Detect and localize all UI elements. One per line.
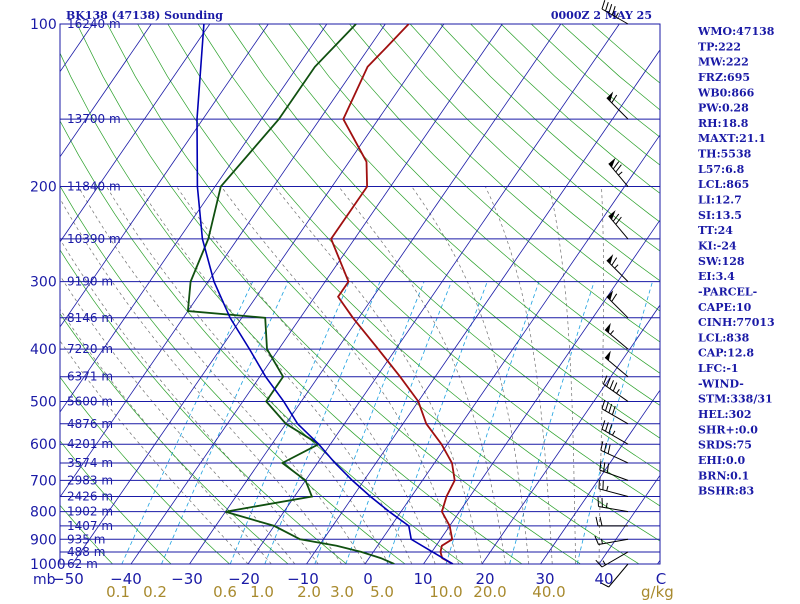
index-26: SHR+:0.0 bbox=[698, 423, 758, 436]
index-0: WMO:47138 bbox=[697, 25, 775, 38]
height-label-3: 10390 m bbox=[67, 232, 121, 246]
index-9: L57:6.8 bbox=[698, 163, 745, 176]
index-3: FRZ:695 bbox=[698, 71, 750, 84]
index-2: MW:222 bbox=[698, 56, 749, 69]
sounding-time: 0000Z 2 MAY 25 bbox=[551, 9, 652, 22]
mixing-label-4: 2.0 bbox=[297, 583, 321, 600]
pressure-label-500: 500 bbox=[30, 394, 57, 410]
index-28: EHI:0.0 bbox=[698, 454, 745, 467]
mixing-label-8: 20.0 bbox=[473, 583, 506, 600]
pressure-label-600: 600 bbox=[30, 437, 57, 453]
mixing-label-9: 40.0 bbox=[532, 583, 565, 600]
mixing-label-7: 10.0 bbox=[429, 583, 462, 600]
pressure-label-900: 900 bbox=[30, 532, 57, 548]
wind-barb-full bbox=[598, 497, 599, 506]
height-label-9: 4876 m bbox=[67, 417, 113, 431]
index-6: RH:18.8 bbox=[698, 117, 749, 130]
index-24: STM:338/31 bbox=[698, 393, 773, 406]
height-label-13: 2426 m bbox=[67, 490, 113, 504]
height-label-18: 62 m bbox=[67, 557, 98, 571]
index-13: TT:24 bbox=[698, 224, 733, 237]
mixing-label-1: 0.2 bbox=[143, 583, 167, 600]
height-label-4: 9190 m bbox=[67, 275, 113, 289]
index-14: KI:-24 bbox=[698, 239, 737, 252]
height-label-5: 8146 m bbox=[67, 311, 113, 325]
index-5: PW:0.28 bbox=[698, 102, 749, 115]
height-label-2: 11840 m bbox=[67, 180, 121, 194]
index-21: CAP:12.8 bbox=[698, 347, 754, 360]
index-15: SW:128 bbox=[698, 255, 745, 268]
mixing-label-6: 5.0 bbox=[370, 583, 394, 600]
height-label-14: 1902 m bbox=[67, 505, 113, 519]
temperature-label-9: 40 bbox=[594, 570, 613, 588]
pressure-label-200: 200 bbox=[30, 180, 57, 196]
index-11: LI:12.7 bbox=[698, 194, 742, 207]
height-label-11: 3574 m bbox=[67, 456, 113, 470]
height-label-10: 4201 m bbox=[67, 437, 113, 451]
height-label-7: 6371 m bbox=[67, 370, 113, 384]
height-label-6: 7220 m bbox=[67, 342, 113, 356]
index-18: CAPE:10 bbox=[698, 301, 752, 314]
height-label-1: 13700 m bbox=[67, 112, 121, 126]
height-label-12: 2983 m bbox=[67, 473, 113, 487]
temperature-label-0: −50 bbox=[52, 570, 84, 588]
index-20: LCL:838 bbox=[698, 331, 750, 344]
index-29: BRN:0.1 bbox=[698, 469, 749, 482]
index-25: HEL:302 bbox=[698, 408, 752, 421]
index-8: TH:5538 bbox=[698, 148, 752, 161]
mixing-label-5: 3.0 bbox=[330, 583, 354, 600]
index-10: LCL:865 bbox=[698, 178, 749, 191]
height-label-8: 5600 m bbox=[67, 394, 113, 408]
height-label-15: 1407 m bbox=[67, 519, 113, 533]
index-16: EI:3.4 bbox=[698, 270, 735, 283]
index-1: TP:222 bbox=[698, 40, 741, 53]
index-12: SI:13.5 bbox=[698, 209, 742, 222]
pressure-label-800: 800 bbox=[30, 505, 57, 521]
height-label-0: 16240 m bbox=[67, 17, 121, 31]
index-30: BSHR:83 bbox=[698, 485, 754, 498]
mixing-label-2: 0.6 bbox=[213, 583, 237, 600]
index-19: CINH:77013 bbox=[698, 316, 775, 329]
index-17: -PARCEL- bbox=[698, 285, 757, 298]
mixing-label-3: 1.0 bbox=[250, 583, 274, 600]
temperature-label-2: −30 bbox=[171, 570, 203, 588]
index-27: SRDS:75 bbox=[698, 439, 752, 452]
pressure-label-400: 400 bbox=[30, 342, 57, 358]
pressure-label-100: 100 bbox=[30, 17, 57, 33]
index-4: WB0:866 bbox=[697, 86, 755, 99]
mixing-label-0: 0.1 bbox=[106, 583, 130, 600]
pressure-label-700: 700 bbox=[30, 473, 57, 489]
index-22: LFC:-1 bbox=[698, 362, 739, 375]
pressure-unit-label: mb bbox=[33, 572, 56, 588]
mixing-unit-label: g/kg bbox=[641, 583, 674, 600]
pressure-label-300: 300 bbox=[30, 275, 57, 291]
index-23: -WIND- bbox=[698, 377, 744, 390]
index-7: MAXT:21.1 bbox=[698, 132, 766, 145]
